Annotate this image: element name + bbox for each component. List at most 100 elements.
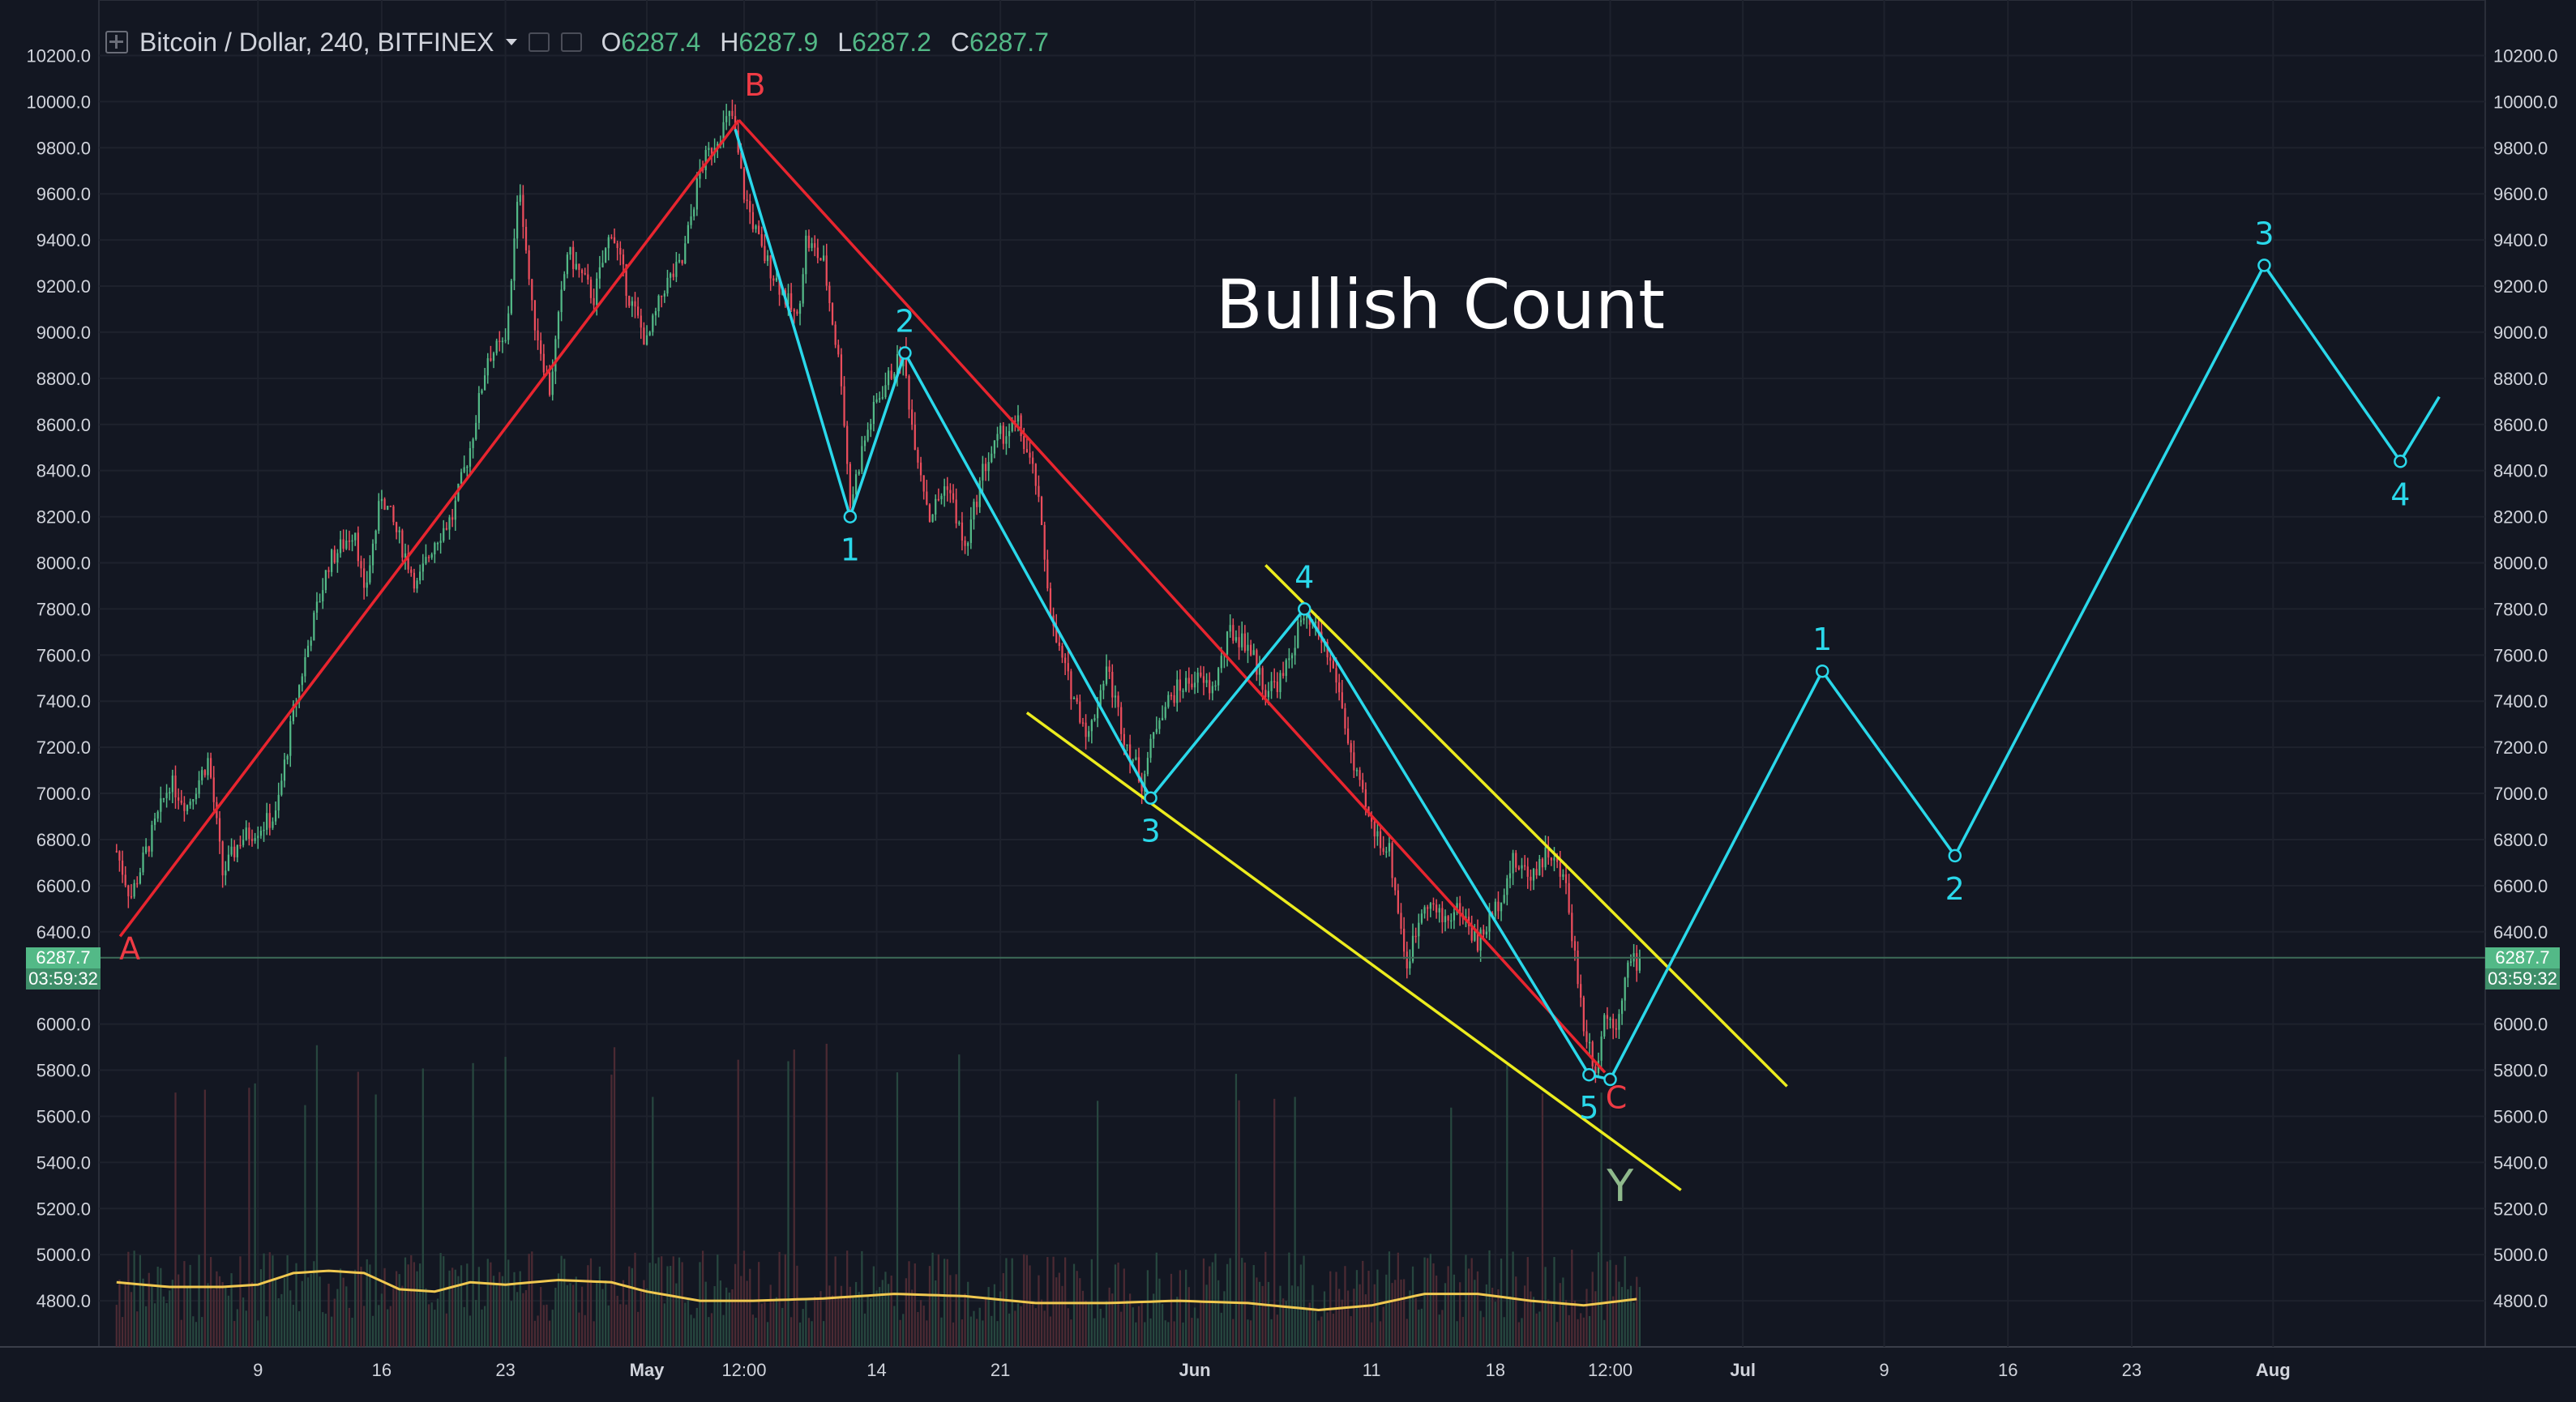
price-tick-label-right: 8800.0: [2493, 369, 2548, 389]
volume-bar: [648, 1263, 651, 1347]
time-tick-label: 23: [495, 1360, 515, 1380]
candle-down: [760, 233, 763, 246]
volume-bar: [1185, 1269, 1187, 1347]
candle-up: [292, 704, 295, 721]
volume-bar: [1155, 1252, 1157, 1347]
volume-bar: [551, 1310, 554, 1347]
volume-bar: [1102, 1318, 1105, 1347]
wave-label: 2: [895, 304, 914, 340]
candle-up: [854, 474, 858, 494]
volume-bar: [1483, 1317, 1485, 1347]
volume-bar: [973, 1310, 975, 1347]
candle-up: [1211, 686, 1213, 694]
volume-bar: [389, 1306, 392, 1347]
candle-down: [1541, 858, 1544, 868]
volume-bar: [598, 1266, 601, 1347]
candle-up: [1144, 774, 1146, 792]
bar-countdown: 03:59:32: [2485, 968, 2560, 990]
volume-bar: [772, 1301, 775, 1347]
candle-up: [675, 261, 678, 277]
volume-bar: [580, 1286, 584, 1347]
candle-up: [151, 824, 153, 852]
price-tick-label-left: 8000.0: [36, 553, 91, 573]
volume-bar: [203, 1089, 206, 1347]
candle-down: [522, 194, 524, 227]
volume-bar: [189, 1264, 191, 1347]
candle-up: [1453, 912, 1456, 921]
volume-bar: [563, 1259, 566, 1347]
channel-line: [1025, 712, 1682, 1191]
volume-bar: [701, 1250, 704, 1347]
volume-bar: [1541, 1093, 1544, 1347]
volume-bar: [917, 1311, 919, 1347]
candle-up: [881, 397, 884, 399]
volume-bar: [793, 1049, 795, 1347]
volume-bar: [225, 1285, 227, 1347]
wave-label: 3: [1140, 814, 1160, 849]
chevron-down-icon[interactable]: [505, 39, 517, 45]
candle-down: [1459, 903, 1461, 915]
volume-bar: [837, 1298, 840, 1347]
volume-bar: [434, 1310, 436, 1347]
candle-up: [301, 676, 303, 686]
volume-bar: [1521, 1318, 1523, 1347]
candle-up: [631, 301, 633, 306]
wave-label: 1: [1812, 622, 1832, 657]
axes: 10200.0 10200.0 10000.0 10000.0 9800.0 9800.0…: [26, 45, 2557, 1380]
candle-up: [259, 831, 263, 836]
candle-down: [1002, 425, 1004, 444]
volume-bar: [1191, 1318, 1193, 1347]
candle-down: [843, 386, 845, 426]
volume-bar: [165, 1302, 168, 1347]
wave-point: [843, 510, 858, 524]
candle-up: [1135, 757, 1137, 760]
volume-bar: [852, 1297, 854, 1347]
volume-bar: [684, 1302, 687, 1347]
candle-down: [1470, 925, 1473, 941]
volume-bar: [1020, 1306, 1022, 1347]
volume-bar: [952, 1322, 955, 1347]
candle-up: [684, 243, 687, 264]
candle-up: [1629, 961, 1632, 963]
volume-bar: [227, 1295, 230, 1347]
candle-up: [345, 541, 348, 549]
candle-up: [1429, 903, 1431, 909]
volume-bar: [1338, 1289, 1341, 1347]
candle-down: [1476, 930, 1479, 951]
volume-bar: [322, 1312, 324, 1347]
volume-bar: [657, 1257, 660, 1347]
volume-bar: [787, 1061, 789, 1347]
volume-bar: [1612, 1296, 1615, 1347]
volume-bar: [1600, 1092, 1603, 1347]
candle-down: [578, 263, 580, 271]
volume-bar: [669, 1266, 672, 1347]
hide-icon[interactable]: [560, 32, 582, 52]
candle-down: [846, 425, 849, 464]
symbol-title[interactable]: Bitcoin / Dollar, 240, BITFINEX: [139, 27, 494, 57]
add-symbol-icon[interactable]: [105, 31, 128, 53]
candle-up: [652, 315, 654, 332]
volume-bar: [540, 1287, 542, 1347]
candle-down: [528, 250, 530, 280]
price-tick-label-left: 10200.0: [26, 45, 91, 66]
settings-icon[interactable]: [528, 32, 550, 52]
candle-down: [619, 248, 622, 255]
volume-bar: [548, 1320, 551, 1347]
close-label: C: [950, 27, 970, 57]
price-tick-label-right: 9200.0: [2493, 276, 2548, 297]
volume-bar: [469, 1315, 472, 1347]
candle-down: [531, 279, 533, 301]
candle-down: [628, 296, 631, 306]
volume-bar: [1256, 1277, 1258, 1347]
candle-up: [1267, 690, 1270, 698]
candle-down: [1585, 1031, 1588, 1042]
candle-down: [952, 493, 955, 500]
candle-down: [796, 311, 798, 314]
volume-bar: [1532, 1297, 1535, 1347]
candle-up: [687, 224, 690, 244]
candle-up: [254, 838, 256, 841]
volume-bar: [663, 1303, 665, 1347]
candle-up: [798, 303, 802, 314]
